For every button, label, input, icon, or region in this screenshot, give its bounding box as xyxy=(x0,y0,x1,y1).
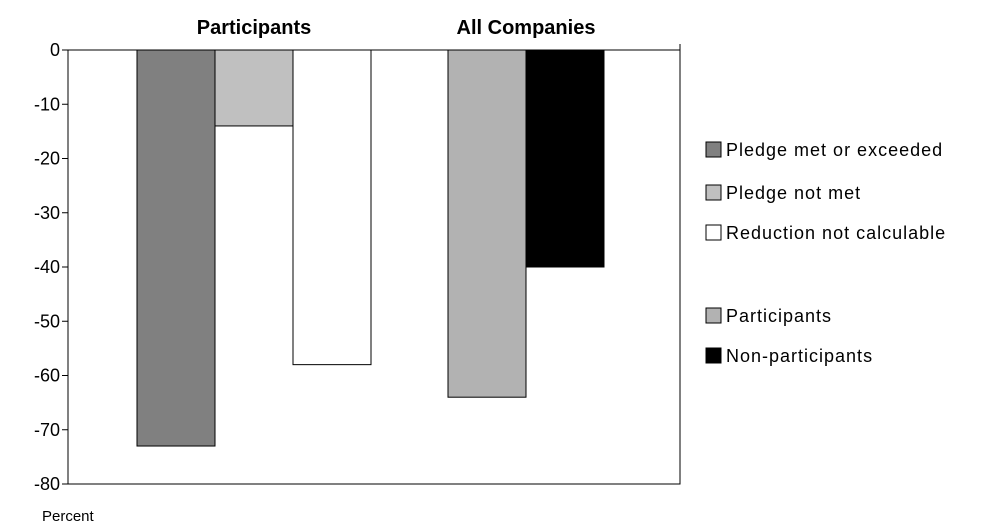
group-title-participants: Participants xyxy=(197,17,311,39)
legend-swatch-pledge-not-met xyxy=(705,184,722,201)
legend-label-reduction-not-calculable: Reduction not calculable xyxy=(726,223,946,243)
legend-label-pledge-met-or-exceeded: Pledge met or exceeded xyxy=(726,140,943,160)
legend-swatch-non-participants xyxy=(705,347,722,364)
bar-all-companies-participants xyxy=(447,49,527,398)
bar-all-companies-non-participants xyxy=(525,49,605,268)
bar-participants-pledge-not-met xyxy=(214,49,294,127)
legend-swatch-reduction-not-calculable xyxy=(705,224,722,241)
y-axis-label: Percent xyxy=(42,508,95,523)
y-tick-label: -40 xyxy=(34,257,60,277)
legend-label-non-participants: Non-participants xyxy=(726,346,873,366)
bar-participants-reduction-not-calculable xyxy=(292,49,372,366)
y-tick-label: -20 xyxy=(34,149,60,169)
legend-label-pledge-not-met: Pledge not met xyxy=(726,183,861,203)
y-tick-label: 0 xyxy=(50,40,60,60)
y-tick-label: -80 xyxy=(34,474,60,494)
legend-swatch-pledge-met-or-exceeded xyxy=(705,141,722,158)
y-tick-label: -30 xyxy=(34,203,60,223)
y-tick-label: -50 xyxy=(34,311,60,331)
y-tick-label: -10 xyxy=(34,94,60,114)
group-title-all-companies: All Companies xyxy=(457,17,596,39)
bar-participants-pledge-met-or-exceeded xyxy=(136,49,216,447)
y-tick-label: -60 xyxy=(34,366,60,386)
legend-label-participants: Participants xyxy=(726,306,832,326)
legend-swatch-participants xyxy=(705,307,722,324)
y-tick-label: -70 xyxy=(34,420,60,440)
